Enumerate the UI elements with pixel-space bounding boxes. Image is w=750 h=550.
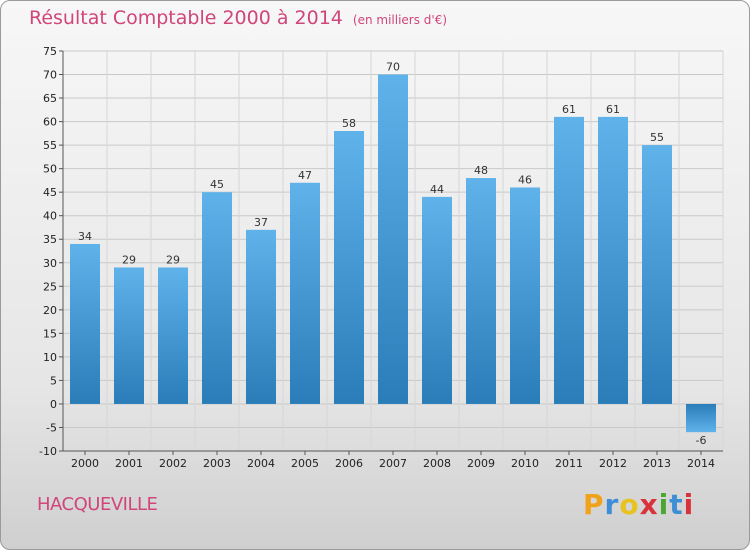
- data-label: 61: [562, 103, 576, 116]
- y-tick-label: 15: [43, 327, 57, 340]
- x-tick-label: 2011: [555, 457, 583, 470]
- chart-unit: (en milliers d'€): [352, 13, 448, 27]
- x-tick-label: 2010: [511, 457, 539, 470]
- chart-title-text: Résultat Comptable 2000 à 2014: [29, 7, 343, 29]
- bar: [202, 192, 232, 404]
- data-label: 45: [210, 178, 224, 191]
- x-tick-label: 2013: [643, 457, 671, 470]
- x-tick-label: 2001: [115, 457, 143, 470]
- y-tick-label: 5: [50, 374, 57, 387]
- y-tick-label: 70: [43, 69, 57, 82]
- y-tick-label: 40: [43, 210, 57, 223]
- y-tick-label: 60: [43, 116, 57, 129]
- y-tick-label: 75: [43, 45, 57, 58]
- x-tick-label: 2000: [71, 457, 99, 470]
- chart-title: Résultat Comptable 2000 à 2014 (en millie…: [29, 7, 447, 29]
- bar: [466, 178, 496, 404]
- bar: [378, 74, 408, 404]
- bars: [70, 74, 716, 433]
- bar: [246, 229, 276, 404]
- y-tick-label: 55: [43, 139, 57, 152]
- logo-letter: P: [583, 488, 605, 521]
- logo-letter: i: [683, 488, 695, 521]
- proxiti-logo: Proxiti: [583, 488, 694, 521]
- axes: -10 -5 0 5 10 15 20 25 30 35 40 45 50 55 60 65 70 75 2000 2…: [39, 45, 723, 470]
- logo-letter: o: [619, 488, 640, 521]
- y-tick-label: -10: [39, 445, 57, 458]
- logo-letter: i: [658, 488, 670, 521]
- x-tick-label: 2002: [159, 457, 187, 470]
- data-label: 37: [254, 216, 268, 229]
- x-tick-label: 2014: [687, 457, 715, 470]
- bar: [334, 131, 364, 404]
- data-label: 46: [518, 173, 532, 186]
- data-label: 29: [166, 253, 180, 266]
- y-tick-label: 65: [43, 92, 57, 105]
- data-label: 44: [430, 183, 444, 196]
- y-tick-label: 10: [43, 351, 57, 364]
- data-label: 55: [650, 131, 664, 144]
- data-label: 70: [386, 61, 400, 74]
- bar: [686, 403, 716, 433]
- y-tick-label: 0: [50, 398, 57, 411]
- bar: [70, 243, 100, 404]
- y-tick-label: 30: [43, 257, 57, 270]
- bar: [598, 116, 628, 404]
- logo-letter: t: [669, 488, 684, 521]
- data-label: 58: [342, 117, 356, 130]
- data-label: 29: [122, 253, 136, 266]
- bar: [554, 116, 584, 404]
- x-tick-label: 2009: [467, 457, 495, 470]
- data-label: 34: [78, 230, 92, 243]
- x-tick-label: 2007: [379, 457, 407, 470]
- y-tick-label: 25: [43, 280, 57, 293]
- city-name: HACQUEVILLE: [37, 494, 158, 515]
- x-tick-label: 2012: [599, 457, 627, 470]
- logo-letter: r: [604, 488, 620, 521]
- data-label: 61: [606, 103, 620, 116]
- x-tick-label: 2008: [423, 457, 451, 470]
- bar: [510, 187, 540, 404]
- data-labels: 34 29 29 45 37 47 58 70 44 48 46 61 61 55 -6: [78, 61, 706, 448]
- y-tick-label: 20: [43, 304, 57, 317]
- data-label: 47: [298, 169, 312, 182]
- x-tick-label: 2005: [291, 457, 319, 470]
- x-tick-label: 2006: [335, 457, 363, 470]
- bar: [114, 267, 144, 404]
- data-label: 48: [474, 164, 488, 177]
- y-tick-label: 35: [43, 233, 57, 246]
- bar: [158, 267, 188, 404]
- bar: [290, 182, 320, 404]
- y-tick-label: 50: [43, 163, 57, 176]
- bar: [422, 196, 452, 404]
- x-tick-label: 2003: [203, 457, 231, 470]
- y-tick-label: 45: [43, 186, 57, 199]
- bar: [642, 145, 672, 404]
- data-label: -6: [696, 434, 707, 447]
- y-tick-label: -5: [46, 421, 57, 434]
- x-tick-label: 2004: [247, 457, 275, 470]
- logo-letter: x: [639, 488, 659, 521]
